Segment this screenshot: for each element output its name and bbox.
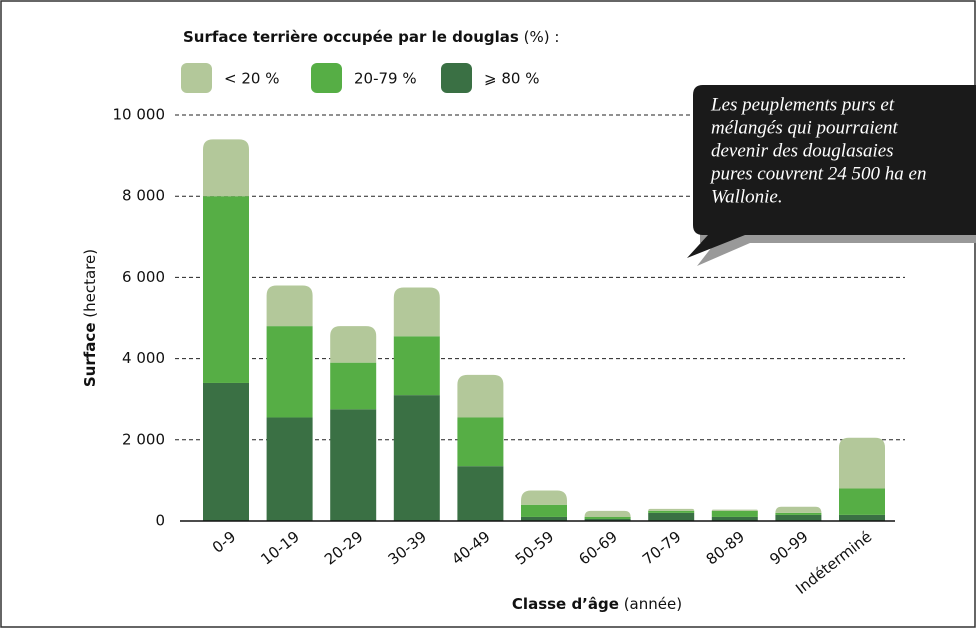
bar-segment	[648, 508, 695, 511]
legend-label: 20-79 %	[354, 70, 417, 88]
bar-segment	[711, 510, 758, 517]
bar-segment	[203, 196, 249, 383]
bar-segment	[584, 518, 631, 521]
bar-segment	[457, 374, 504, 418]
bar-segment	[330, 409, 377, 521]
y-tick-label: 10 000	[113, 106, 166, 124]
bar-segment	[457, 417, 504, 467]
bar-segment	[584, 516, 631, 519]
bar-segment	[711, 509, 758, 511]
legend-title: Surface terrière occupée par le douglas …	[183, 28, 559, 46]
y-tick-label: 6 000	[122, 268, 165, 286]
legend-swatch	[441, 63, 472, 93]
bar-segment	[203, 139, 249, 197]
bar-segment	[521, 490, 567, 505]
bar-segment	[648, 510, 695, 513]
bar-segment	[775, 512, 822, 515]
bar-segment	[775, 506, 822, 513]
bar-segment	[648, 512, 695, 521]
callout-text: mélangés qui pourraient	[711, 117, 899, 138]
y-tick-label: 2 000	[122, 430, 165, 448]
callout-text: Les peuplements purs et	[710, 94, 895, 115]
bar-segment	[266, 417, 313, 521]
y-tick-label: 0	[155, 512, 165, 530]
bar-segment	[266, 326, 313, 418]
bar-segment	[393, 287, 440, 337]
bar-segment	[839, 437, 885, 489]
bar-segment	[330, 326, 377, 363]
bar-segment	[457, 466, 504, 521]
y-axis-label: Surface (hectare)	[81, 249, 99, 387]
bar-segment	[266, 285, 313, 327]
bar-segment	[775, 514, 822, 521]
bar-segment	[330, 362, 377, 410]
legend-label: < 20 %	[224, 70, 279, 88]
bar-segment	[393, 336, 440, 396]
bar-segment	[711, 516, 758, 521]
bar-segment	[839, 488, 885, 515]
callout-text: pures couvrent 24 500 ha en	[709, 163, 926, 184]
bar-segment	[393, 395, 440, 521]
bar-segment	[521, 504, 567, 517]
legend-swatch	[311, 63, 342, 93]
legend-swatch	[181, 63, 212, 93]
callout-text: Wallonie.	[711, 186, 783, 207]
y-tick-label: 4 000	[122, 349, 165, 367]
callout-box	[687, 85, 976, 258]
y-tick-label: 8 000	[122, 187, 165, 205]
x-axis-label: Classe d’âge (année)	[512, 595, 682, 613]
bar-segment	[839, 514, 885, 521]
callout-text: devenir des douglasaies	[711, 140, 894, 161]
bar-segment	[203, 382, 249, 521]
bar-segment	[521, 516, 567, 521]
bar-segment	[584, 510, 631, 517]
legend-label: ⩾ 80 %	[484, 70, 539, 88]
